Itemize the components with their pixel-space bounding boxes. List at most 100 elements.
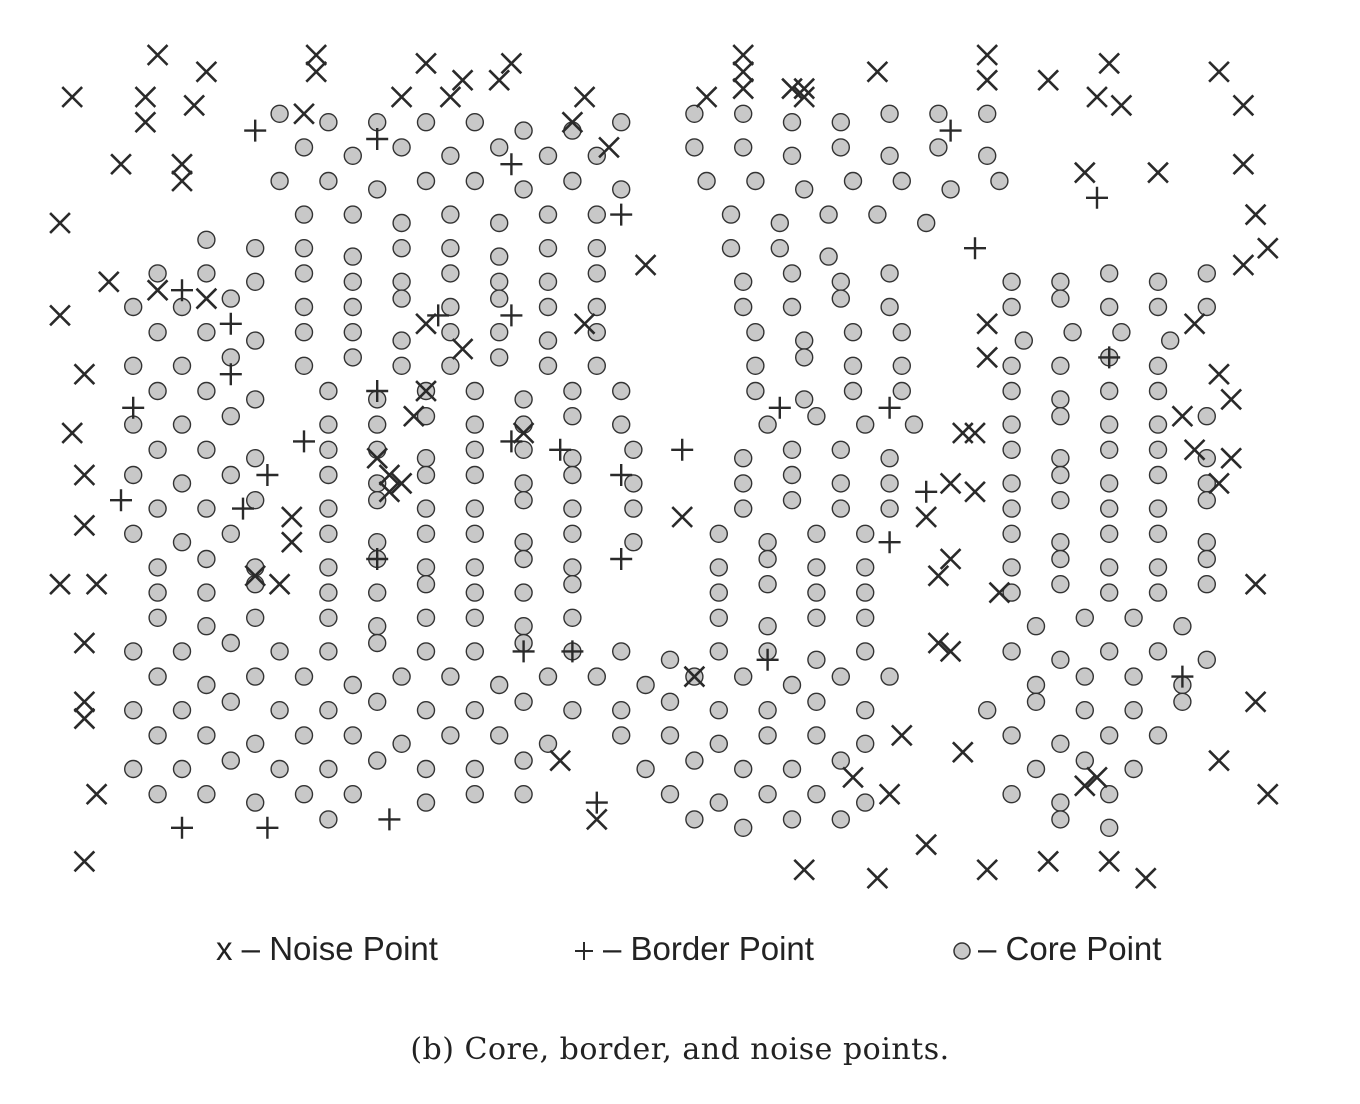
core-point [270,104,289,124]
core-point [1148,440,1168,459]
noise-point [1208,749,1230,772]
core-point [319,810,338,829]
core-point [123,701,143,720]
core-point [685,104,704,124]
core-point [856,415,875,434]
noise-point [390,86,413,108]
noise-point [976,346,999,369]
core-point [880,146,899,166]
core-point [392,289,411,308]
core-point [245,449,265,468]
core-point [782,440,802,459]
core-point [880,104,899,124]
core-point [514,440,533,459]
core-point [368,415,387,434]
core-point [1173,617,1192,636]
core-point [514,583,533,602]
core-point [1002,499,1021,518]
legend-border-marker [575,942,593,960]
core-point [709,793,728,812]
noise-point [585,808,608,831]
noise-point [1256,783,1279,806]
core-point [746,381,765,401]
noise-point [1037,69,1060,92]
core-point [1148,642,1168,661]
core-point [1002,297,1021,317]
core-point [294,138,314,157]
core-point [612,112,631,132]
core-point [319,415,338,434]
core-point [294,785,314,804]
core-point [892,356,911,375]
noise-point [171,153,193,176]
core-point [319,381,338,401]
core-point [245,272,265,291]
noise-point [1208,363,1230,386]
core-point [1051,810,1070,829]
core-point [197,381,216,401]
core-point [294,667,314,686]
core-point [416,171,436,191]
core-point [612,381,631,401]
core-point [660,726,680,745]
noise-point [927,564,950,587]
core-point [514,549,533,569]
core-point [1051,289,1070,308]
core-point [514,474,533,493]
core-point [319,642,338,661]
core-point [416,112,436,132]
core-point [514,617,533,636]
core-point [538,734,558,753]
core-point [734,138,753,157]
core-point [465,171,484,191]
core-point [795,180,814,199]
core-point [746,171,765,191]
core-point [1099,583,1119,602]
core-point [782,491,802,510]
border-point [756,648,779,671]
border-point [500,304,523,327]
core-point [221,692,241,711]
core-point [1099,558,1119,577]
noise-point [561,111,584,134]
core-point [1197,575,1217,594]
core-point [721,205,741,224]
core-point [538,331,558,350]
noise-point [305,44,328,66]
noise-point [488,69,511,92]
noise-point [195,287,218,310]
border-point [171,816,193,839]
core-point [514,785,533,804]
core-point [1148,272,1168,291]
core-point [563,558,582,577]
core-point [782,112,802,132]
core-point [758,701,777,720]
core-point [856,583,875,602]
core-point [709,701,728,720]
noise-point [61,422,84,444]
core-point [1051,356,1070,375]
core-point [709,608,728,627]
core-point [514,180,533,199]
core-point [123,356,143,375]
core-point [490,289,509,308]
core-point [392,272,411,291]
core-point [221,407,241,426]
core-point [416,465,436,485]
core-point [978,701,997,720]
core-point [892,323,911,342]
core-point [538,667,558,686]
core-point [368,180,387,199]
core-point [343,323,362,342]
noise-point [976,44,999,66]
core-point [819,205,838,224]
core-point [807,608,826,627]
noise-point [49,304,71,327]
core-point [782,297,802,317]
core-point [343,272,362,291]
core-point [612,726,631,745]
core-point [807,650,826,669]
core-point [563,407,582,426]
core-point [1197,491,1217,510]
